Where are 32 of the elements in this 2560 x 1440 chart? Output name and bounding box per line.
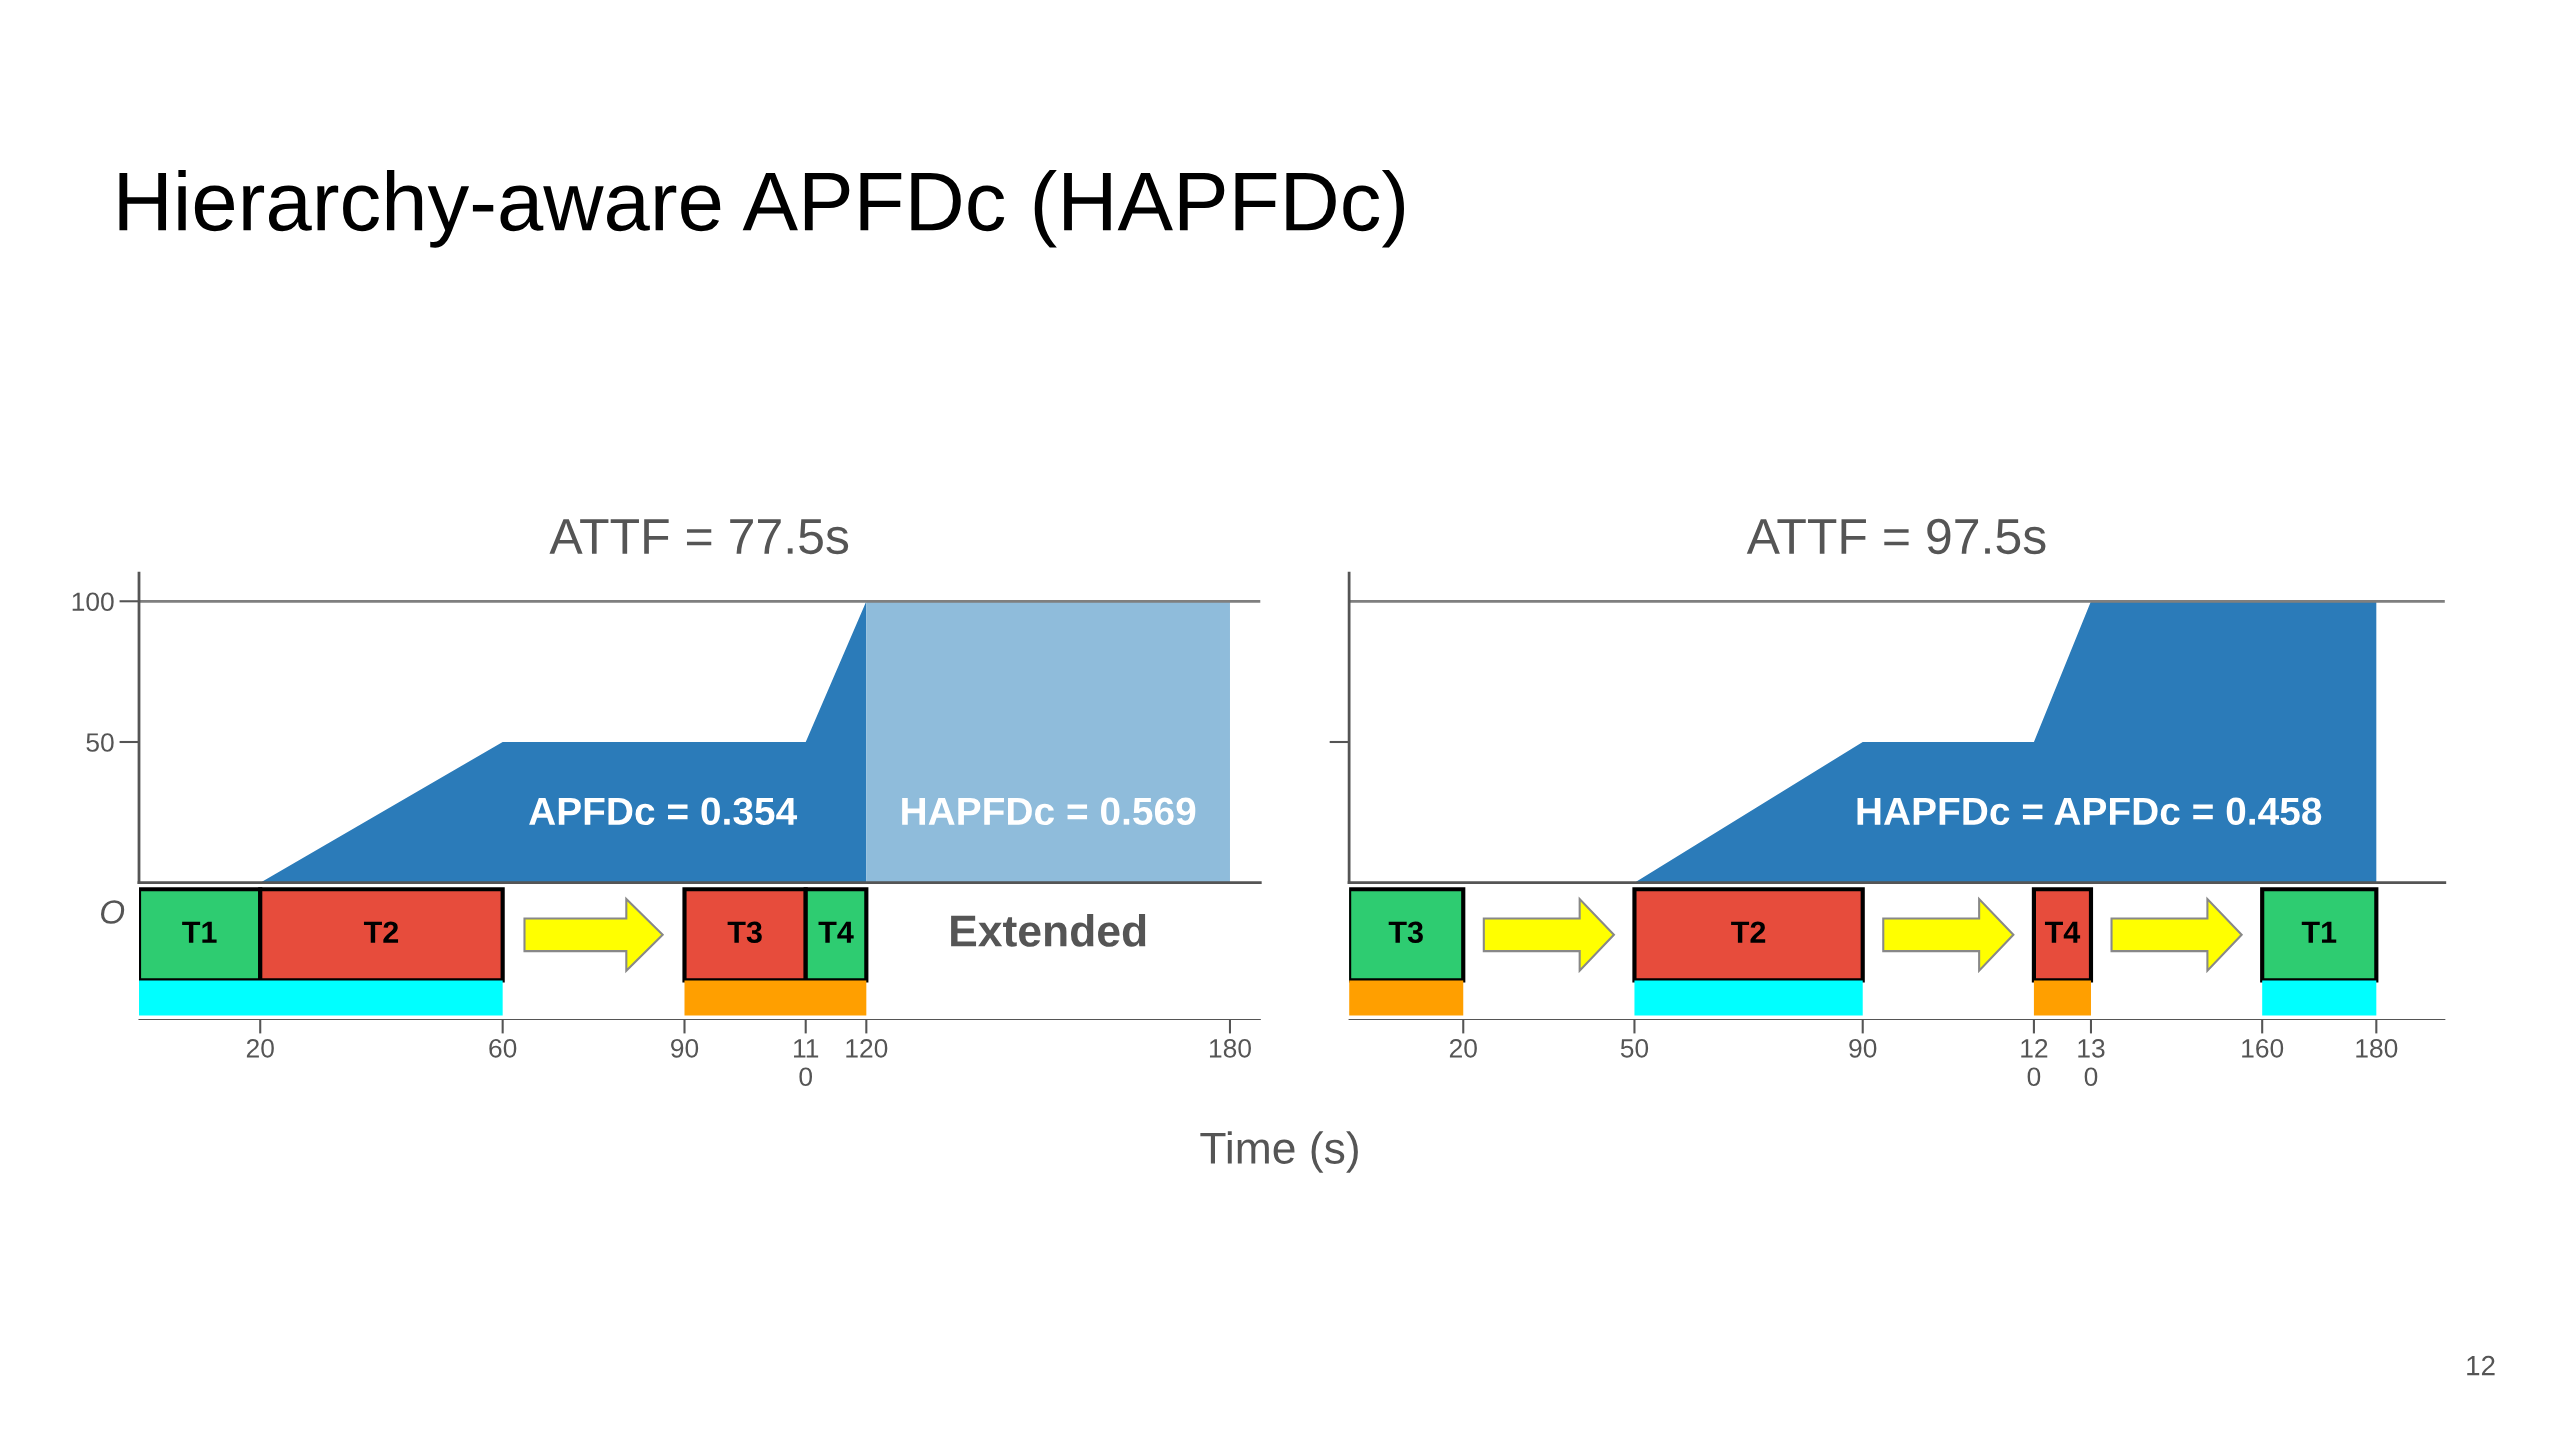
chart-title: ATTF = 97.5s [1746, 518, 2046, 555]
chart-title: Hierarchy-aware APFDc (HAPFDc) [119, 169, 1404, 248]
annotation: O [101, 900, 125, 924]
y-tick-label: 100 [72, 592, 114, 612]
annotation: HAPFDc = 0.569 [902, 797, 1196, 826]
x-tick-label: 20 [246, 1038, 274, 1058]
x-tick-label: 180 [2356, 1038, 2398, 1058]
x-tick-label: 12 0 [2021, 1038, 2048, 1087]
annotation: HAPFDc = APFDc = 0.458 [1857, 797, 2322, 826]
series-label: T1 [182, 921, 217, 943]
series-label: T4 [2044, 921, 2081, 943]
annotation: APFDc = 0.354 [529, 797, 798, 826]
x-tick-label: 90 [1849, 1038, 1877, 1058]
series-label: T3 [1388, 921, 1423, 944]
x-tick-label: 120 [846, 1038, 888, 1058]
x-tick-label: 180 [1209, 1038, 1251, 1058]
x-tick-label: 50 [1620, 1038, 1649, 1058]
series-label: T2 [1731, 921, 1766, 943]
x-tick-label: 60 [489, 1038, 517, 1058]
series-label: T1 [2301, 921, 2337, 943]
series-label: T2 [363, 921, 399, 943]
text: 12 [2467, 1355, 2495, 1376]
chart-title: ATTF = 77.5s [549, 519, 849, 555]
x-tick-label: 160 [2242, 1038, 2284, 1058]
x-tick-label: 20 [1449, 1038, 1477, 1058]
series-label: T3 [727, 921, 762, 944]
series-label: T4 [818, 921, 854, 943]
x-tick-label: 13 0 [2078, 1038, 2105, 1087]
x-tick-label: 11 0 [794, 1039, 819, 1087]
x-tick-label: 90 [671, 1038, 699, 1058]
x-axis-title: Time (s) [1200, 1131, 1358, 1173]
annotation: Extended [951, 914, 1146, 947]
